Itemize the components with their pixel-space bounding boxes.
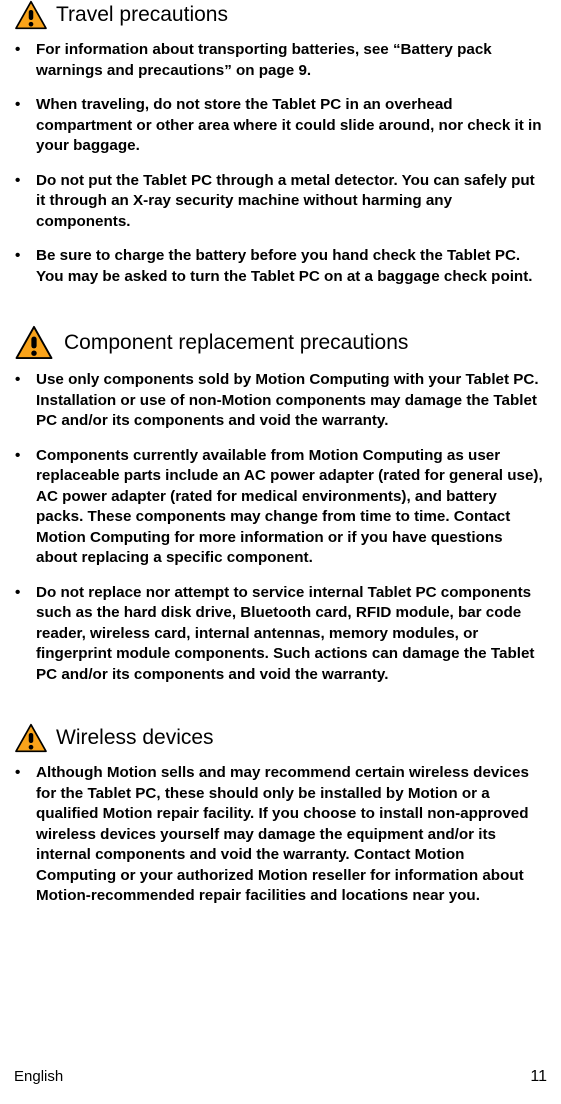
bullet-text: For information about transporting batte… xyxy=(36,40,547,81)
bullet-text: When traveling, do not store the Tablet … xyxy=(36,95,547,157)
list-item: • Do not replace nor attempt to service … xyxy=(14,583,547,686)
bullet-text: Be sure to charge the battery before you… xyxy=(36,246,547,287)
bullet-list-travel: • For information about transporting bat… xyxy=(14,40,547,287)
bullet-marker: • xyxy=(14,95,36,157)
bullet-text: Components currently available from Moti… xyxy=(36,446,547,569)
bullet-marker: • xyxy=(14,583,36,686)
list-item: • When traveling, do not store the Table… xyxy=(14,95,547,157)
bullet-marker: • xyxy=(14,370,36,432)
warning-icon xyxy=(14,325,54,360)
section-header-travel: Travel precautions xyxy=(14,0,547,30)
bullet-marker: • xyxy=(14,171,36,233)
section-header-component: Component replacement precautions xyxy=(14,325,547,360)
list-item: • Use only components sold by Motion Com… xyxy=(14,370,547,432)
list-item: • Be sure to charge the battery before y… xyxy=(14,246,547,287)
bullet-text: Do not put the Tablet PC through a metal… xyxy=(36,171,547,233)
list-item: • Components currently available from Mo… xyxy=(14,446,547,569)
section-title: Wireless devices xyxy=(56,726,214,750)
section-header-wireless: Wireless devices xyxy=(14,723,547,753)
section-title: Travel precautions xyxy=(56,3,228,27)
bullet-text: Do not replace nor attempt to service in… xyxy=(36,583,547,686)
bullet-list-component: • Use only components sold by Motion Com… xyxy=(14,370,547,685)
list-item: • For information about transporting bat… xyxy=(14,40,547,81)
list-item: • Do not put the Tablet PC through a met… xyxy=(14,171,547,233)
bullet-marker: • xyxy=(14,763,36,907)
warning-icon xyxy=(14,0,48,30)
page-footer: English 11 xyxy=(14,1068,547,1086)
section-title: Component replacement precautions xyxy=(64,331,408,355)
footer-page-number: 11 xyxy=(530,1068,547,1086)
bullet-marker: • xyxy=(14,446,36,569)
bullet-text: Although Motion sells and may recommend … xyxy=(36,763,547,907)
bullet-marker: • xyxy=(14,246,36,287)
bullet-list-wireless: • Although Motion sells and may recommen… xyxy=(14,763,547,907)
list-item: • Although Motion sells and may recommen… xyxy=(14,763,547,907)
bullet-text: Use only components sold by Motion Compu… xyxy=(36,370,547,432)
footer-language: English xyxy=(14,1068,63,1086)
bullet-marker: • xyxy=(14,40,36,81)
warning-icon xyxy=(14,723,48,753)
